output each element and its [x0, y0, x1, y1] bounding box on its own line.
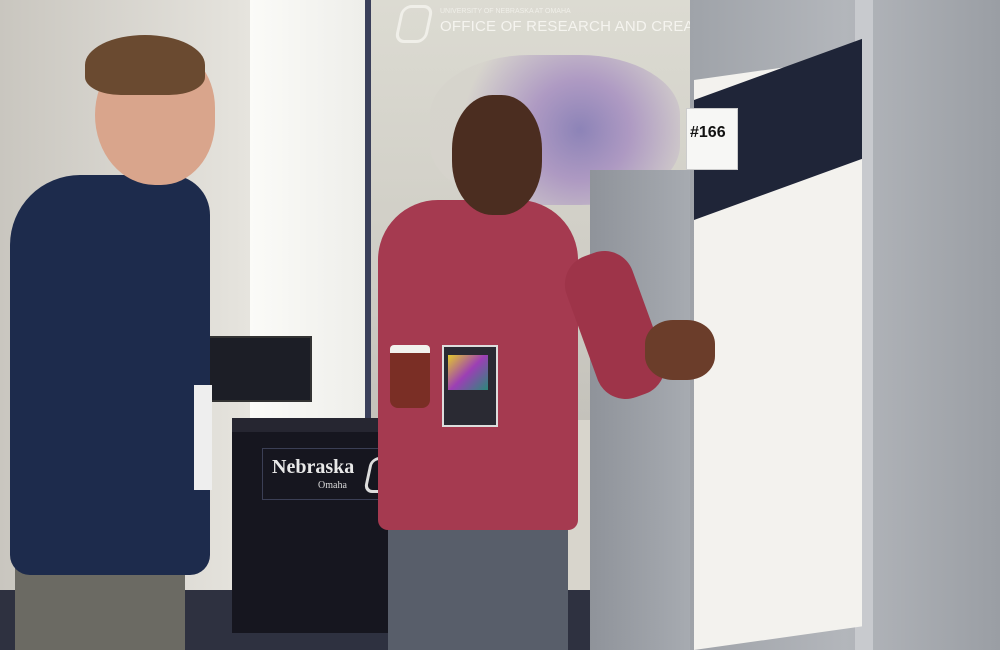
badge-dna-graphic — [448, 355, 488, 390]
person-left-badge — [194, 385, 212, 490]
projection-subtitle: UNIVERSITY OF NEBRASKA AT OMAHA — [440, 8, 571, 15]
poster-number: #166 — [690, 124, 726, 141]
person-right-pants — [388, 515, 568, 650]
podium-sign-subname: Omaha — [318, 480, 347, 491]
person-left-sweater — [10, 175, 210, 575]
person-left-pants — [15, 560, 185, 650]
poster-number-tag — [686, 108, 738, 170]
computer-monitor — [208, 336, 312, 402]
person-left-hair — [85, 35, 205, 95]
podium-top — [232, 418, 407, 432]
podium — [232, 418, 407, 633]
person-right-hand — [645, 320, 715, 380]
display-panel-left — [590, 170, 695, 650]
person-right-head — [452, 95, 542, 215]
coffee-cup — [390, 345, 430, 408]
podium-sign-name: Nebraska — [272, 456, 355, 478]
